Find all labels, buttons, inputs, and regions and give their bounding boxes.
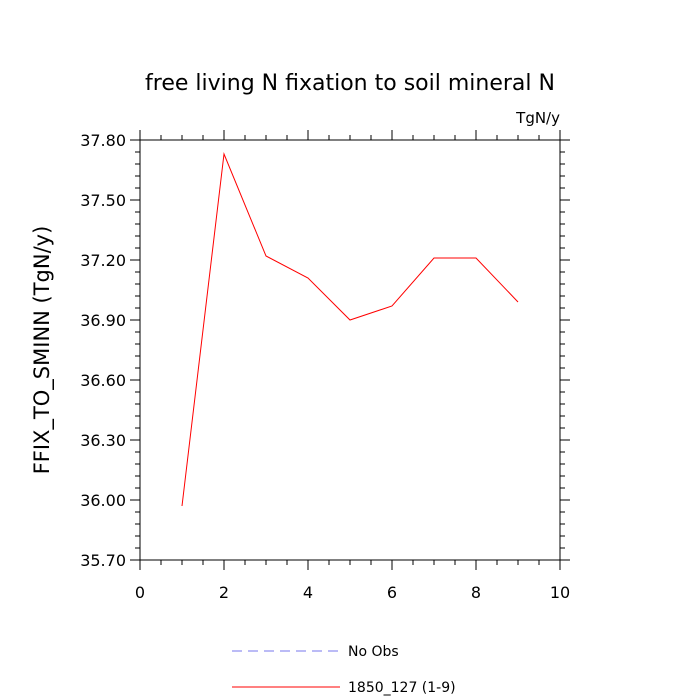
x-tick-label: 6	[387, 583, 397, 602]
x-axis: 0 2 4 6 8 10	[135, 130, 570, 602]
legend: No Obs 1850_127 (1-9)	[232, 644, 456, 696]
legend-label: 1850_127 (1-9)	[348, 680, 456, 696]
chart-title: free living N fixation to soil mineral N	[145, 71, 555, 96]
x-tick-label: 4	[303, 583, 313, 602]
series-layer	[181, 152, 519, 507]
x-tick-label: 10	[550, 583, 570, 602]
y-tick-label: 36.60	[80, 371, 126, 390]
plot-frame	[139, 139, 561, 561]
y-tick-label: 36.90	[80, 311, 126, 330]
legend-label: No Obs	[348, 644, 399, 660]
y-tick-label: 37.50	[80, 191, 126, 210]
y-tick-label: 35.70	[80, 551, 126, 570]
x-tick-label: 2	[219, 583, 229, 602]
y-axis-label: FFIX_TO_SMINN (TgN/y)	[30, 226, 55, 475]
series-line	[181, 152, 519, 507]
x-tick-label: 8	[471, 583, 481, 602]
y-axis: 35.70 36.00 36.30 36.60 36.90 37.20 37.50 37.80	[80, 131, 570, 570]
y-tick-label: 37.20	[80, 251, 126, 270]
y-tick-label: 36.00	[80, 491, 126, 510]
y-tick-label: 36.30	[80, 431, 126, 450]
units-label: TgN/y	[515, 109, 560, 127]
y-tick-label: 37.80	[80, 131, 126, 150]
x-tick-label: 0	[135, 583, 145, 602]
